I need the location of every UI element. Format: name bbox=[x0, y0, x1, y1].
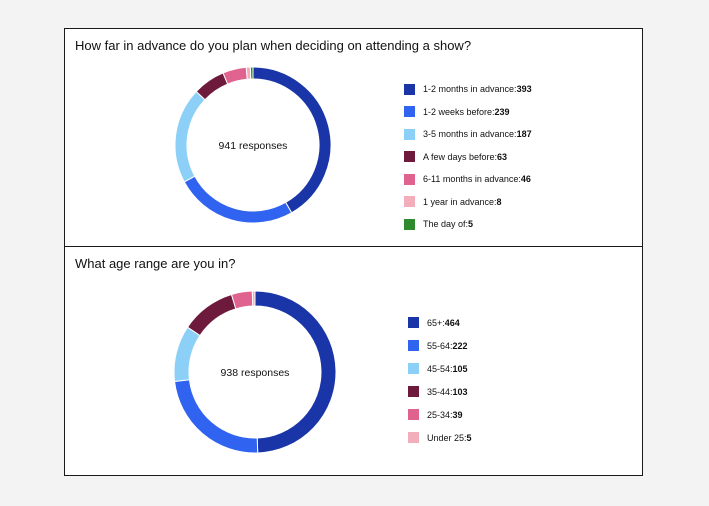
chart-panel-planning: How far in advance do you plan when deci… bbox=[64, 28, 643, 247]
legend-value: 464 bbox=[444, 317, 460, 328]
legend-item-65[interactable]: 65+: 464 bbox=[408, 311, 472, 334]
legend-label: 1-2 weeks before: bbox=[423, 106, 495, 117]
legend-swatch bbox=[404, 173, 415, 185]
legend-value: 39 bbox=[452, 409, 463, 420]
chart-title: What age range are you in? bbox=[75, 256, 236, 271]
legend-value: 239 bbox=[494, 106, 510, 117]
legend-swatch bbox=[408, 363, 419, 374]
legend-swatch bbox=[404, 151, 415, 163]
chart-title: How far in advance do you plan when deci… bbox=[75, 38, 472, 53]
legend-value: 5 bbox=[468, 219, 474, 230]
legend-value: 103 bbox=[452, 386, 468, 397]
donut-chart-planning: 941 responses bbox=[174, 66, 332, 224]
legend-swatch bbox=[408, 340, 419, 351]
slice-35-44[interactable] bbox=[186, 293, 237, 337]
slice-a-few-days-before[interactable] bbox=[195, 72, 229, 101]
legend-swatch bbox=[408, 386, 419, 397]
legend-label: 3-5 months in advance: bbox=[423, 129, 517, 140]
legend-swatch bbox=[408, 317, 419, 328]
legend-value: 393 bbox=[516, 84, 532, 95]
legend-value: 63 bbox=[497, 151, 508, 162]
legend-swatch bbox=[408, 409, 419, 420]
legend-label: 55-64: bbox=[427, 340, 453, 351]
legend-label: 25-34: bbox=[427, 409, 453, 420]
legend-item-a-few-days-before[interactable]: A few days before: 63 bbox=[404, 146, 532, 169]
slice-under-25[interactable] bbox=[251, 290, 256, 307]
legend-item-1-year-in-advance[interactable]: 1 year in advance: 8 bbox=[404, 191, 532, 214]
legend-label: 1-2 months in advance: bbox=[423, 84, 517, 95]
legend-item-25-34[interactable]: 25-34: 39 bbox=[408, 403, 472, 426]
legend-label: The day of: bbox=[423, 219, 469, 230]
legend-item-6-11-months-in-advance[interactable]: 6-11 months in advance: 46 bbox=[404, 168, 532, 191]
center-label: 941 responses bbox=[219, 140, 288, 152]
legend-value: 46 bbox=[520, 174, 531, 185]
legend-value: 8 bbox=[496, 196, 502, 207]
chart-panel-age: What age range are you in? 938 responses… bbox=[64, 246, 643, 476]
legend-swatch bbox=[404, 83, 415, 95]
slice-25-34[interactable] bbox=[230, 290, 254, 310]
legend-item-3-5-months-in-advance[interactable]: 3-5 months in advance: 187 bbox=[404, 123, 532, 146]
legend-label: 65+: bbox=[427, 317, 445, 328]
slice-45-54[interactable] bbox=[173, 326, 201, 383]
legend-item-1-2-months-in-advance[interactable]: 1-2 months in advance: 393 bbox=[404, 78, 532, 101]
legend-label: A few days before: bbox=[423, 151, 498, 162]
legend-item-the-day-of[interactable]: The day of: 5 bbox=[404, 213, 532, 236]
legend-item-45-54[interactable]: 45-54: 105 bbox=[408, 357, 472, 380]
legend-value: 187 bbox=[516, 129, 532, 140]
slice-55-64[interactable] bbox=[174, 379, 259, 454]
legend-label: Under 25: bbox=[427, 432, 467, 443]
legend-value: 105 bbox=[452, 363, 468, 374]
legend-label: 1 year in advance: bbox=[423, 196, 497, 207]
slice-1-2-weeks-before[interactable] bbox=[183, 175, 293, 224]
legend-value: 5 bbox=[466, 432, 472, 443]
legend-label: 45-54: bbox=[427, 363, 453, 374]
legend-swatch bbox=[404, 128, 415, 140]
legend-swatch bbox=[404, 106, 415, 118]
legend-item-1-2-weeks-before[interactable]: 1-2 weeks before: 239 bbox=[404, 101, 532, 124]
donut-chart-age: 938 responses bbox=[173, 290, 337, 454]
slice-3-5-months-in-advance[interactable] bbox=[174, 90, 206, 183]
slice-the-day-of[interactable] bbox=[249, 66, 254, 80]
legend-swatch bbox=[404, 218, 415, 230]
legend-value: 222 bbox=[452, 340, 468, 351]
legend-label: 6-11 months in advance: bbox=[423, 174, 521, 185]
legend-label: 35-44: bbox=[427, 386, 453, 397]
legend-swatch bbox=[408, 432, 419, 443]
legend-item-under-25[interactable]: Under 25: 5 bbox=[408, 426, 472, 449]
chart-legend: 65+: 464 55-64: 222 45-54: 105 35-44: 103 25… bbox=[408, 311, 472, 449]
legend-swatch bbox=[404, 196, 415, 208]
legend-item-55-64[interactable]: 55-64: 222 bbox=[408, 334, 472, 357]
center-label: 938 responses bbox=[221, 367, 290, 379]
slice-6-11-months-in-advance[interactable] bbox=[222, 66, 248, 85]
legend-item-35-44[interactable]: 35-44: 103 bbox=[408, 380, 472, 403]
chart-legend: 1-2 months in advance: 393 1-2 weeks befo… bbox=[404, 78, 532, 236]
